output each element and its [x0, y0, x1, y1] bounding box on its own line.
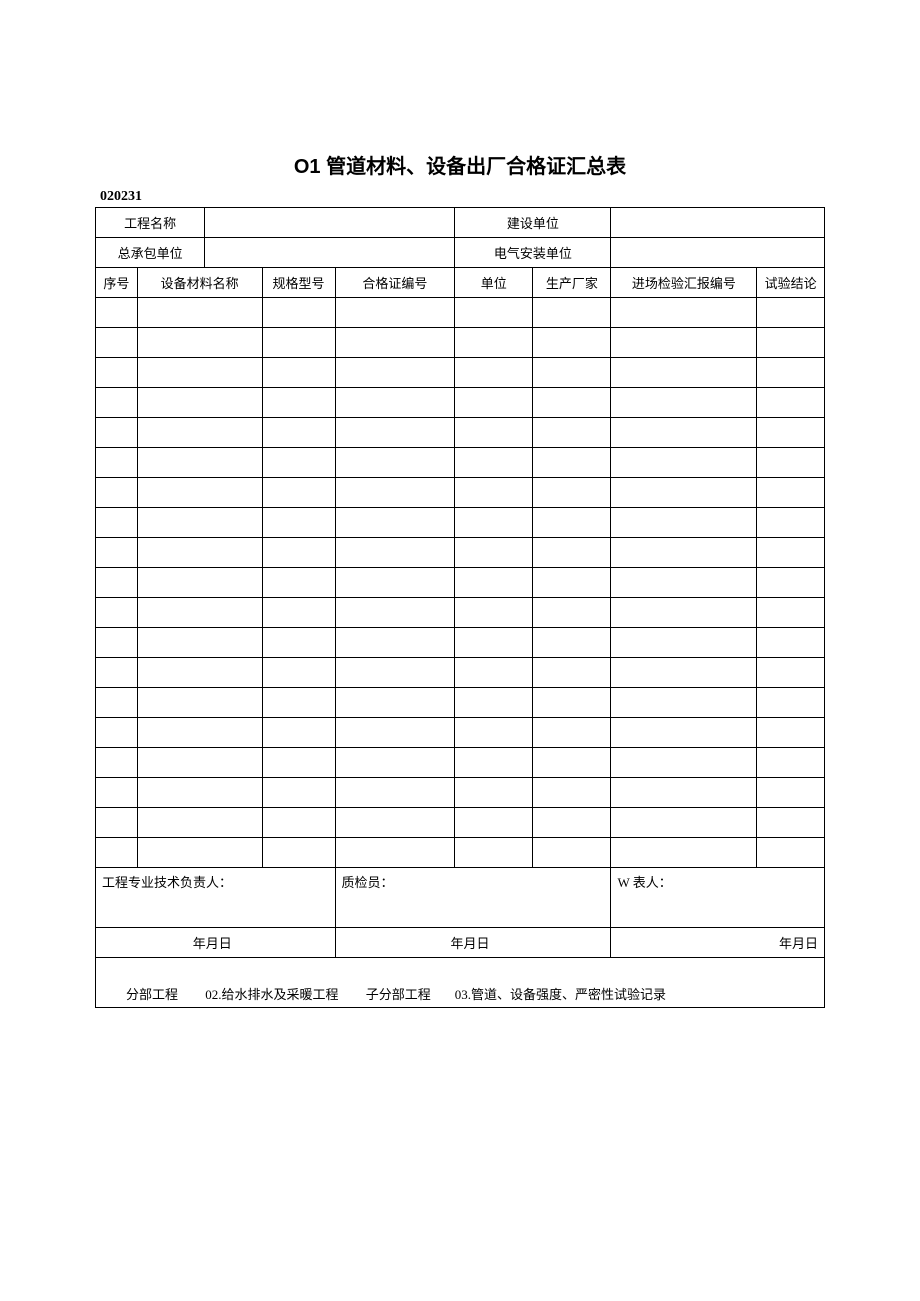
- table-row: [96, 628, 825, 658]
- table-row: [96, 658, 825, 688]
- construction-unit-value: [611, 208, 825, 238]
- inspector-label: 质检员：: [335, 868, 611, 928]
- table-row: [96, 298, 825, 328]
- table-row: [96, 478, 825, 508]
- main-table: 工程名称 建设单位 总承包单位 电气安装单位 序号 设备材料名称 规格型号 合格…: [95, 207, 825, 1008]
- table-row: [96, 778, 825, 808]
- date-row: 年月日 年月日 年月日: [96, 928, 825, 958]
- table-row: [96, 598, 825, 628]
- reporter-label: W 表人：: [611, 868, 825, 928]
- table-row: [96, 358, 825, 388]
- footer-section1-label: 分部工程: [126, 987, 178, 1002]
- doc-title: O1 管道材料、设备出厂合格证汇总表: [95, 150, 825, 179]
- footer-row: 分部工程 02.给水排水及采暖工程 子分部工程 03.管道、设备强度、严密性试验记…: [96, 958, 825, 1008]
- tech-leader-label: 工程专业技术负责人：: [96, 868, 336, 928]
- header-row-1: 工程名称 建设单位: [96, 208, 825, 238]
- col-spec: 规格型号: [262, 268, 335, 298]
- col-unit: 单位: [455, 268, 533, 298]
- table-row: [96, 688, 825, 718]
- col-material-name: 设备材料名称: [137, 268, 262, 298]
- table-row: [96, 388, 825, 418]
- doc-code: 020231: [95, 189, 825, 205]
- date-1: 年月日: [96, 928, 336, 958]
- column-headers: 序号 设备材料名称 规格型号 合格证编号 单位 生产厂家 进场检验汇报编号 试验…: [96, 268, 825, 298]
- col-manufacturer: 生产厂家: [533, 268, 611, 298]
- table-row: [96, 748, 825, 778]
- date-2: 年月日: [335, 928, 611, 958]
- table-row: [96, 718, 825, 748]
- electrical-unit-label: 电气安装单位: [455, 238, 611, 268]
- footer-text: 分部工程 02.给水排水及采暖工程 子分部工程 03.管道、设备强度、严密性试验记…: [96, 958, 825, 1008]
- contractor-value: [205, 238, 455, 268]
- table-row: [96, 508, 825, 538]
- date-3: 年月日: [611, 928, 825, 958]
- footer-section1-value: 02.给水排水及采暖工程: [205, 987, 338, 1002]
- project-name-label: 工程名称: [96, 208, 205, 238]
- table-row: [96, 538, 825, 568]
- table-row: [96, 418, 825, 448]
- col-inspect-no: 进场检验汇报编号: [611, 268, 757, 298]
- col-test-result: 试验结论: [757, 268, 825, 298]
- electrical-unit-value: [611, 238, 825, 268]
- project-name-value: [205, 208, 455, 238]
- signature-row: 工程专业技术负责人： 质检员： W 表人：: [96, 868, 825, 928]
- col-cert-no: 合格证编号: [335, 268, 455, 298]
- contractor-label: 总承包单位: [96, 238, 205, 268]
- table-row: [96, 838, 825, 868]
- header-row-2: 总承包单位 电气安装单位: [96, 238, 825, 268]
- col-seq: 序号: [96, 268, 138, 298]
- table-row: [96, 448, 825, 478]
- footer-section2-label: 子分部工程: [366, 987, 431, 1002]
- construction-unit-label: 建设单位: [455, 208, 611, 238]
- table-row: [96, 568, 825, 598]
- footer-section2-value: 03.管道、设备强度、严密性试验记录: [455, 987, 666, 1002]
- table-row: [96, 808, 825, 838]
- table-row: [96, 328, 825, 358]
